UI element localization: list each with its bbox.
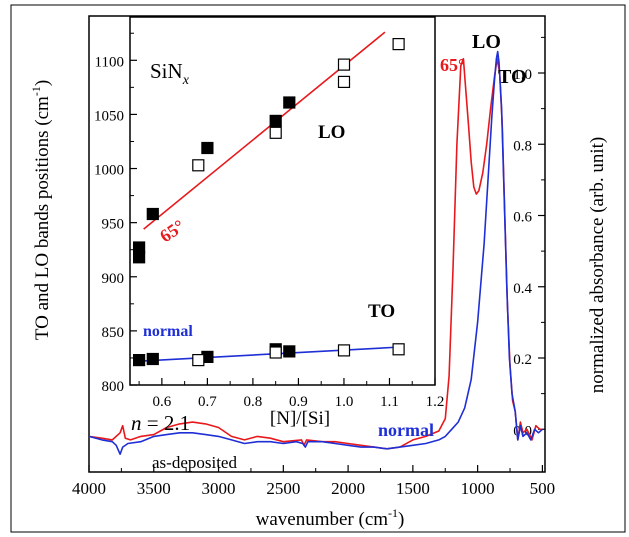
inset-normal-label: normal xyxy=(143,323,193,340)
main-y-tick-label: 0.8 xyxy=(513,138,532,154)
inset-plot: 0.6 0.7 0.8 0.9 1.0 1.1 1.2 800 850 900 950 1000 10… xyxy=(29,16,445,429)
as-deposited-label: as-deposited xyxy=(152,453,237,472)
inset-y-tick-label: 1050 xyxy=(94,108,124,124)
main-y-tick-label: 0.6 xyxy=(513,210,532,226)
inset-y-tick-label: 850 xyxy=(102,325,125,341)
n-value-label: n = 2.1 xyxy=(131,411,190,435)
open-square-marker xyxy=(337,75,351,89)
filled-square-marker xyxy=(283,345,296,358)
main-plot-frame xyxy=(88,15,546,473)
main-x-tick-label: 3500 xyxy=(137,479,171,498)
inset-y-tick-label: 800 xyxy=(102,379,125,395)
filled-square-marker xyxy=(146,207,159,221)
inset-x-tick-label: 1.0 xyxy=(335,394,354,410)
inset-y-axis: 800 850 900 950 1000 1050 1100 xyxy=(94,32,137,395)
main-x-tick-label: 3000 xyxy=(202,479,236,498)
inset-y-axis-label: TO and LO bands positions (cm-1) xyxy=(29,80,53,340)
main-y-axis: 0.00.20.40.60.81.0 xyxy=(513,36,545,439)
filled-square-marker xyxy=(283,96,296,109)
inset-x-axis-label: [N]/[Si] xyxy=(270,408,330,429)
main-x-tick-label: 1000 xyxy=(461,479,495,498)
main-series xyxy=(88,50,543,455)
filled-square-marker xyxy=(201,141,214,155)
main-to-label: TO xyxy=(498,66,527,88)
filled-square-marker xyxy=(133,251,146,264)
inset-x-tick-label: 0.8 xyxy=(244,394,263,410)
main-x-axis-label: wavenumber (cm-1) xyxy=(256,506,405,530)
main-65-label: 65° xyxy=(440,55,465,75)
inset-x-tick-label: 0.7 xyxy=(198,394,217,410)
figure-border xyxy=(10,4,626,533)
filled-square-marker xyxy=(269,114,282,128)
open-square-marker xyxy=(192,159,205,172)
inset-background xyxy=(130,17,435,385)
inset-x-tick-label: 0.6 xyxy=(152,394,171,410)
inset-y-tick-label: 1000 xyxy=(94,163,124,179)
open-square-marker xyxy=(392,37,405,51)
main-y-tick-label: 0.2 xyxy=(513,352,532,368)
main-plot: 4000 3500 3000 2500 2000 1500 1000 500 0.00.20.… xyxy=(72,15,608,530)
inset-data-points xyxy=(133,37,405,367)
inset-x-tick-label: 0.9 xyxy=(289,394,308,410)
filled-square-marker xyxy=(133,354,146,367)
main-normal-label: normal xyxy=(378,420,434,440)
filled-square-marker xyxy=(146,352,159,366)
main-x-axis: 4000 3500 3000 2500 2000 1500 1000 500 xyxy=(72,465,555,498)
main-x-tick-label: 4000 xyxy=(72,479,106,498)
inset-to-label: TO xyxy=(368,301,395,322)
open-square-marker xyxy=(337,58,351,71)
open-square-marker xyxy=(337,344,351,357)
inset-x-axis: 0.6 0.7 0.8 0.9 1.0 1.1 1.2 xyxy=(138,378,445,410)
spectrum-normal-line xyxy=(88,50,543,455)
inset-lo-label: LO xyxy=(318,122,345,143)
main-y-tick-label: 1.0 xyxy=(513,67,532,83)
inset-x-tick-label: 1.1 xyxy=(380,394,399,410)
main-lo-label: LO xyxy=(472,31,501,53)
main-x-tick-label: 1500 xyxy=(396,479,430,498)
inset-x-tick-label: 1.2 xyxy=(426,394,445,410)
inset-y-tick-label: 950 xyxy=(102,217,125,233)
inset-frame xyxy=(129,16,436,386)
open-square-marker xyxy=(269,346,282,359)
open-square-marker xyxy=(192,354,205,367)
inset-title: SiNx xyxy=(150,59,190,88)
inset-y-tick-label: 900 xyxy=(102,271,125,287)
main-x-tick-label: 2500 xyxy=(266,479,300,498)
main-y-axis-label: normalized absorbance (arb. unit) xyxy=(587,137,608,393)
main-y-tick-label: 0.4 xyxy=(513,281,532,297)
open-square-marker xyxy=(392,343,405,356)
main-x-tick-label: 500 xyxy=(530,479,556,498)
main-x-tick-label: 2000 xyxy=(331,479,365,498)
inset-y-tick-label: 1100 xyxy=(95,54,124,70)
open-square-marker xyxy=(269,126,282,139)
to-fit-line xyxy=(139,346,399,362)
